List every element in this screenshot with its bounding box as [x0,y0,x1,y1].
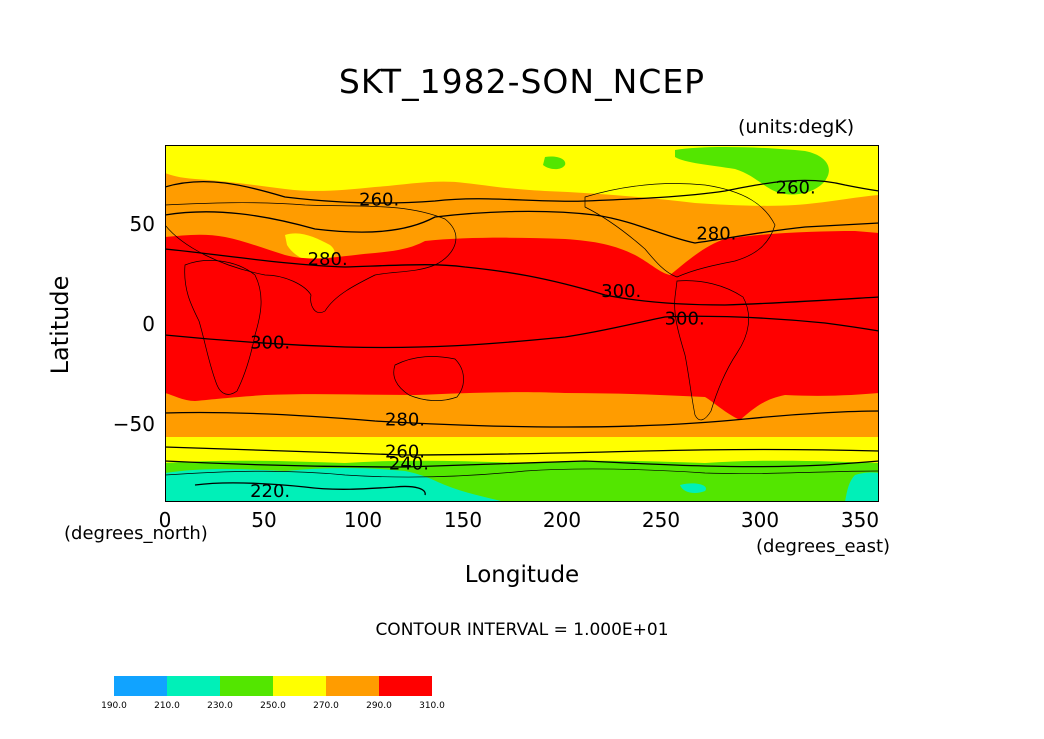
contour-300-south [165,315,879,349]
x-tick-150: 150 [443,508,483,532]
colorbar-swatch-5 [379,676,432,696]
band-south-210-230-small [680,483,706,493]
contour-label-10: 220. [250,481,290,502]
map-frame [165,145,879,502]
x-tick-100: 100 [343,508,383,532]
x-axis-units: (degrees_east) [756,536,891,557]
contour-interval-text: CONTOUR INTERVAL = 1.000E+01 [375,620,669,640]
coast-antarctica [165,468,879,478]
y-axis-label: Latitude [46,275,74,375]
coast-north-america [584,183,776,278]
x-tick-200: 200 [542,508,582,532]
contour-label-6: 300. [250,332,290,353]
contour-label-5: 300. [665,309,705,330]
contour-label-1: 260. [776,178,816,199]
coast-south-america [674,280,750,421]
units-label: (units:degK) [738,116,855,138]
y-tick-0: 0 [142,312,155,336]
coast-eurasia [165,202,457,313]
x-axis-label: Longitude [464,562,580,588]
band-north-green-small [543,156,566,170]
contour-label-9: 240. [389,453,429,474]
contour-label-7: 280. [385,410,425,431]
y-axis-units: (degrees_north) [64,523,208,544]
contour-label-layer: 260.260.280.280.300.300.300.280.260.240.… [250,178,816,502]
coast-australia [393,356,464,401]
contour-label-8: 260. [385,441,425,462]
colorbar-swatch-2 [220,676,274,696]
colorbar-tick-230: 230.0 [207,701,233,711]
colorbar-tick-310: 310.0 [419,701,445,711]
band-south-210-230-east [845,472,879,502]
colorbar-swatch-3 [273,676,327,696]
contour-260-south [165,446,879,456]
contour-280-north [165,210,879,244]
band-greenland-230-250 [675,147,829,195]
contour-300-north [165,248,879,306]
coast-africa [184,260,262,395]
y-tick-minus50: −50 [112,412,155,436]
contour-260-north [165,179,879,204]
colorbar-swatch-0 [114,676,168,696]
contour-label-2: 280. [696,223,736,244]
contour-240-south [165,460,879,468]
contour-label-0: 260. [359,190,399,211]
colorbar-tick-190: 190.0 [101,701,127,711]
x-tick-0: 0 [158,508,172,532]
colorbar-tick-290: 290.0 [366,701,392,711]
colorbar-swatch-1 [167,676,221,696]
colorbar-swatch-4 [326,676,380,696]
colorbar-tick-210: 210.0 [154,701,180,711]
x-tick-300: 300 [740,508,780,532]
temperature-map: 260.260.280.280.300.300.300.280.260.240.… [165,145,879,502]
x-tick-350: 350 [840,508,880,532]
contour-label-3: 280. [308,249,348,270]
colorbar-tick-250: 250.0 [260,701,286,711]
colorbar [114,676,432,696]
page-title: SKT_1982-SON_NCEP [338,62,706,101]
x-tick-50: 50 [251,508,277,532]
band-north-250-270-asia [285,233,335,263]
x-tick-250: 250 [641,508,681,532]
y-tick-50: 50 [129,212,155,236]
band-south-210-230 [165,468,505,502]
contour-220-south [194,482,426,496]
contour-280-south [165,410,879,428]
contour-label-4: 300. [601,281,641,302]
band-290-310 [165,231,879,420]
coastlines [165,183,879,478]
colorbar-tick-270: 270.0 [313,701,339,711]
contour-lines [165,179,879,496]
